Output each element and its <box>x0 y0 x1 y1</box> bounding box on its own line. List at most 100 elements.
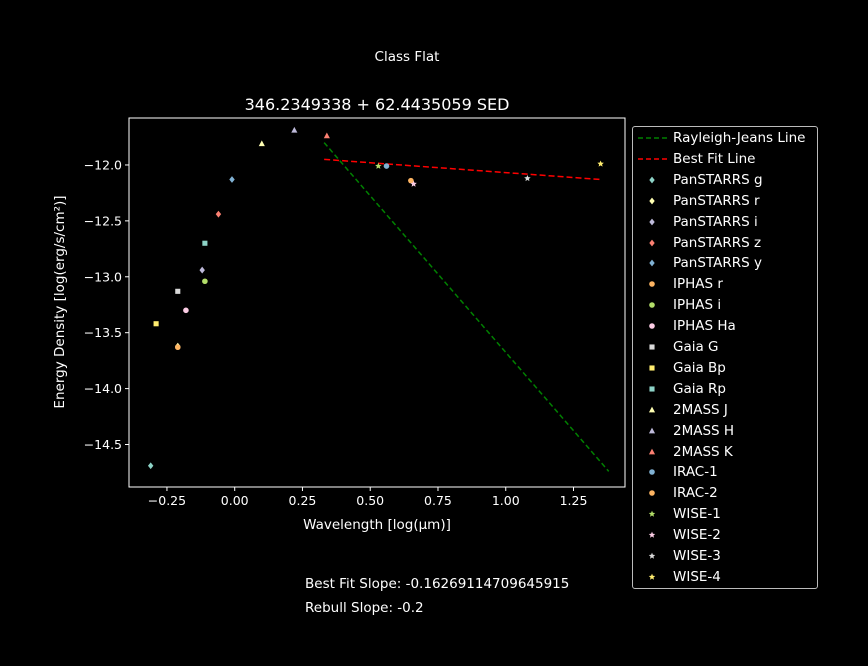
gaia-rp-point <box>202 240 208 246</box>
legend-marker <box>649 218 655 225</box>
panstarrs-z-point <box>215 210 222 218</box>
y-tick-label: −13.0 <box>84 269 122 284</box>
legend-item-wise-3: WISE-3 <box>633 546 721 566</box>
y-tick-label: −12.5 <box>84 213 122 228</box>
fit-lines <box>323 142 610 472</box>
legend-symbol <box>649 344 655 350</box>
2mass-k-point <box>323 132 330 139</box>
panstarrs-g-point <box>147 462 154 470</box>
legend-marker <box>648 448 656 454</box>
legend: Rayleigh-Jeans Line Best Fit Line PanSTARR… <box>632 126 818 589</box>
legend-label: IPHAS Ha <box>673 318 736 335</box>
legend-symbol <box>638 137 667 139</box>
legend-label: PanSTARRS y <box>673 255 762 272</box>
iphas-ha-point <box>183 307 189 314</box>
y-tick-label: −12.0 <box>84 157 122 172</box>
y-tick-label: −14.5 <box>84 437 122 452</box>
rayleigh-jeans-line-line <box>323 142 610 472</box>
panstarrs-i-point <box>199 266 205 274</box>
legend-label: WISE-1 <box>673 506 721 523</box>
x-tick-label: 1.25 <box>560 493 588 508</box>
legend-symbol <box>648 427 656 433</box>
legend-item-irac-1: IRAC-1 <box>633 462 718 482</box>
legend-label: WISE-4 <box>673 568 721 585</box>
legend-symbol <box>648 531 656 538</box>
legend-marker <box>649 259 655 267</box>
iphas-r-point <box>174 344 181 351</box>
legend-symbol <box>638 158 667 160</box>
legend-symbol <box>649 323 655 329</box>
panstarrs-y-point <box>229 176 235 183</box>
irac-2-point <box>408 177 414 184</box>
legend-symbol <box>649 259 655 267</box>
legend-marker <box>649 176 655 184</box>
irac-1-point <box>383 163 390 169</box>
legend-item-wise-2: WISE-2 <box>633 525 721 545</box>
legend-marker <box>648 573 656 580</box>
legend-item-panstarrs-y: PanSTARRS y <box>633 253 762 273</box>
legend-marker <box>648 531 656 538</box>
legend-symbol <box>648 552 656 559</box>
legend-marker <box>648 427 656 433</box>
legend-marker <box>649 365 655 371</box>
legend-label: Gaia Bp <box>673 359 726 376</box>
legend-item-gaia-g: Gaia G <box>633 337 719 357</box>
legend-item-iphas-ha: IPHAS Ha <box>633 316 736 336</box>
iphas-i-point <box>202 278 208 285</box>
x-tick-label: 0.75 <box>424 493 452 508</box>
legend-item-iphas-r: IPHAS r <box>633 274 723 294</box>
wise-3-point <box>524 174 531 182</box>
legend-label: IRAC-1 <box>673 464 718 481</box>
x-axis-label: Wavelength [log(μm)] <box>303 517 451 533</box>
legend-item-2mass-h: 2MASS H <box>633 421 734 441</box>
legend-marker <box>649 239 655 246</box>
x-axis-ticks: −0.25 0.00 0.25 0.50 0.75 1.00 1.25 <box>148 487 588 508</box>
x-tick-label: 1.00 <box>492 493 520 508</box>
legend-label: Gaia Rp <box>673 380 726 397</box>
x-tick-label: 0.50 <box>356 493 384 508</box>
legend-label: PanSTARRS g <box>673 171 763 188</box>
legend-item-rayleigh-jeans-line: Rayleigh-Jeans Line <box>633 128 805 148</box>
legend-item-panstarrs-z: PanSTARRS z <box>633 233 761 253</box>
y-axis-ticks: −12.0 −12.5 −13.0 −13.5 −14.0 −14.5 <box>84 157 129 452</box>
wise-4-point <box>597 160 604 167</box>
legend-symbol <box>649 218 655 225</box>
legend-symbol <box>648 573 656 580</box>
data-points <box>147 126 604 470</box>
best-fit-slope-text: Best Fit Slope: -0.16269114709645915 <box>305 576 570 592</box>
legend-symbol <box>649 239 655 246</box>
legend-label: Best Fit Line <box>673 150 756 167</box>
legend-item-2mass-j: 2MASS J <box>633 400 728 420</box>
legend-label: IPHAS r <box>673 276 723 293</box>
legend-marker <box>648 406 656 413</box>
legend-label: PanSTARRS z <box>673 234 762 251</box>
legend-marker <box>649 281 655 288</box>
legend-label: IRAC-2 <box>673 485 718 502</box>
legend-marker <box>649 386 655 392</box>
legend-label: 2MASS J <box>673 401 728 418</box>
legend-item-best-fit-line: Best Fit Line <box>633 149 755 169</box>
legend-symbol <box>649 386 655 392</box>
legend-item-panstarrs-r: PanSTARRS r <box>633 191 760 211</box>
legend-label: 2MASS K <box>673 443 733 460</box>
legend-symbol <box>649 302 655 308</box>
legend-symbol <box>648 510 656 517</box>
plot-area <box>128 117 626 488</box>
wise-1-point <box>375 162 382 169</box>
legend-symbol <box>649 469 655 476</box>
legend-marker <box>648 552 656 559</box>
legend-marker <box>649 302 655 308</box>
x-tick-label: 0.25 <box>289 493 317 508</box>
legend-symbol <box>649 365 655 371</box>
legend-label: Gaia G <box>673 339 719 355</box>
gaia-bp-point <box>153 321 159 327</box>
x-tick-label: 0.00 <box>221 493 249 508</box>
figure-suptitle: Class Flat <box>375 49 440 65</box>
wise-2-point <box>410 180 417 187</box>
legend-item-wise-4: WISE-4 <box>633 567 721 587</box>
legend-symbol <box>648 406 656 413</box>
legend-item-gaia-rp: Gaia Rp <box>633 379 726 399</box>
legend-label: WISE-3 <box>673 548 721 564</box>
legend-item-irac-2: IRAC-2 <box>633 483 718 503</box>
